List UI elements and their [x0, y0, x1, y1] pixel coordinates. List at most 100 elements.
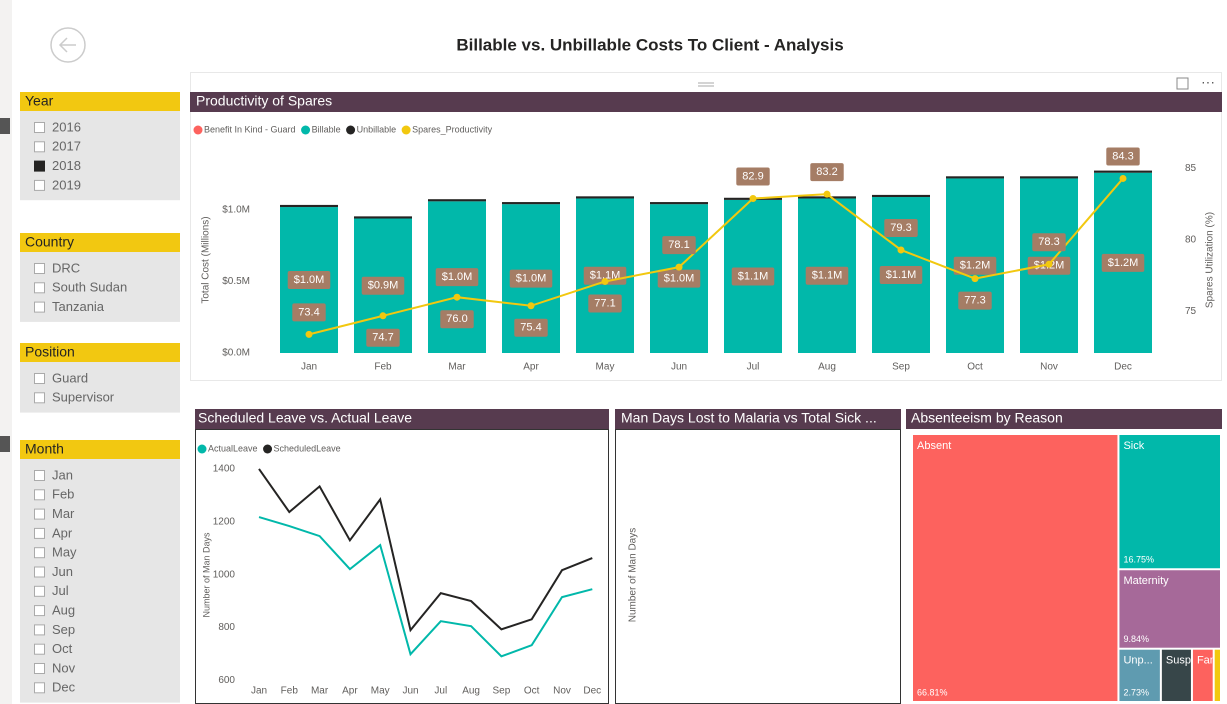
x-tick-label: Jun [402, 686, 418, 697]
x-tick-label: Aug [818, 362, 836, 373]
x-tick-label: Mar [448, 362, 466, 373]
slicer-item: Jan [52, 467, 73, 482]
checkbox[interactable] [34, 489, 45, 501]
slicer-item: Nov [52, 660, 76, 675]
slicer-item: 2016 [52, 119, 81, 134]
line-point [453, 293, 461, 301]
data-label-bg [736, 167, 770, 186]
y-tick-label: 1000 [213, 569, 236, 580]
tile-label: Sick [1123, 440, 1144, 452]
y-tick-label: $1.0M [222, 205, 250, 216]
checkbox[interactable] [34, 663, 45, 674]
line [308, 177, 1124, 336]
focus-mode-icon[interactable] [1176, 77, 1189, 90]
data-label: $1.1M [812, 270, 843, 282]
data-label: $1.1M [590, 270, 621, 282]
data-label: $1.1M [738, 270, 769, 282]
x-tick-label: Nov [1040, 362, 1058, 373]
data-label-bg [1101, 253, 1145, 272]
back-button[interactable] [50, 27, 86, 63]
x-tick-label: Sep [493, 686, 511, 697]
data-label: $1.2M [960, 260, 991, 272]
checkbox[interactable] [34, 624, 45, 636]
legend-marker [346, 125, 356, 135]
checkbox[interactable] [34, 682, 45, 694]
visual-title: Scheduled Leave vs. Actual Leave [198, 410, 412, 426]
checkbox[interactable] [34, 141, 45, 153]
slicer-item: Tanzania [52, 299, 105, 314]
x-tick-label: Aug [462, 686, 480, 697]
bar-segment [946, 176, 1004, 179]
checkbox[interactable] [34, 301, 45, 313]
checkbox[interactable] [34, 643, 45, 655]
line-point [1119, 174, 1127, 182]
line-point [527, 302, 535, 310]
slicer-item: Oct [52, 641, 73, 656]
x-tick-label: Jun [671, 362, 687, 373]
x-tick-label: Sep [892, 362, 910, 373]
visual-header [190, 92, 1222, 112]
checkbox[interactable] [34, 392, 45, 404]
x-tick-label: Apr [342, 686, 358, 697]
treemap-tile [1119, 649, 1160, 701]
slicer-title: Year [25, 93, 54, 109]
line [258, 516, 593, 658]
data-label-bg [805, 266, 849, 285]
data-label: $1.0M [442, 271, 473, 283]
more-options[interactable]: ··· [1201, 74, 1215, 90]
checkbox[interactable] [34, 605, 45, 617]
data-label-bg [958, 291, 992, 310]
checkbox[interactable] [34, 160, 45, 172]
x-tick-label: Apr [523, 362, 539, 373]
checkbox[interactable] [34, 566, 45, 578]
data-label: $1.0M [294, 274, 325, 286]
slicer-title: Position [25, 344, 75, 360]
bar-segment [428, 199, 486, 202]
x-tick-label: Dec [583, 686, 601, 697]
data-label-bg [440, 310, 474, 329]
legend-label: ScheduledLeave [274, 443, 341, 453]
x-tick-label: Jul [434, 686, 447, 697]
checkbox[interactable] [34, 373, 45, 384]
checkbox[interactable] [34, 179, 45, 191]
x-tick-label: Feb [281, 686, 299, 697]
y-tick-label: 1200 [213, 516, 236, 527]
checkbox[interactable] [34, 470, 45, 481]
slicer-title: Country [25, 234, 74, 250]
treemap-tile [1192, 649, 1213, 701]
legend-label: Benefit In Kind - Guard [204, 124, 296, 134]
data-label: 79.3 [890, 222, 911, 234]
checkbox[interactable] [34, 122, 45, 133]
checkbox[interactable] [34, 585, 45, 597]
x-tick-label: Oct [524, 686, 540, 697]
slicer-body [20, 111, 180, 201]
data-label-bg [514, 318, 548, 337]
checkbox[interactable] [34, 527, 45, 539]
page-title: Billable vs. Unbillable Costs To Client … [456, 35, 843, 54]
bar-segment [280, 204, 338, 208]
x-tick-label: Feb [374, 362, 392, 373]
y2-axis-title: Spares Utilization (%) [1205, 212, 1216, 308]
bar-segment [1094, 170, 1152, 173]
bar-segment [1020, 176, 1078, 179]
data-label-bg [366, 328, 400, 347]
line-point [897, 246, 905, 254]
data-label: 76.0 [446, 313, 467, 325]
bar-segment [576, 196, 634, 199]
line-point [971, 275, 979, 283]
x-tick-label: Nov [553, 686, 571, 697]
checkbox[interactable] [34, 282, 45, 294]
tile-label: Unp... [1123, 655, 1152, 667]
data-label-bg [588, 294, 622, 313]
data-label-bg [1032, 233, 1066, 252]
data-label: $0.9M [368, 280, 399, 292]
checkbox[interactable] [34, 508, 45, 520]
y-tick-label: $0.0M [222, 348, 250, 359]
checkbox[interactable] [34, 547, 45, 559]
sidebar-marker [0, 118, 10, 134]
slicer-item: Jun [52, 564, 73, 579]
checkbox[interactable] [34, 263, 45, 274]
visual-border [195, 429, 609, 704]
slicer-header [20, 343, 180, 362]
